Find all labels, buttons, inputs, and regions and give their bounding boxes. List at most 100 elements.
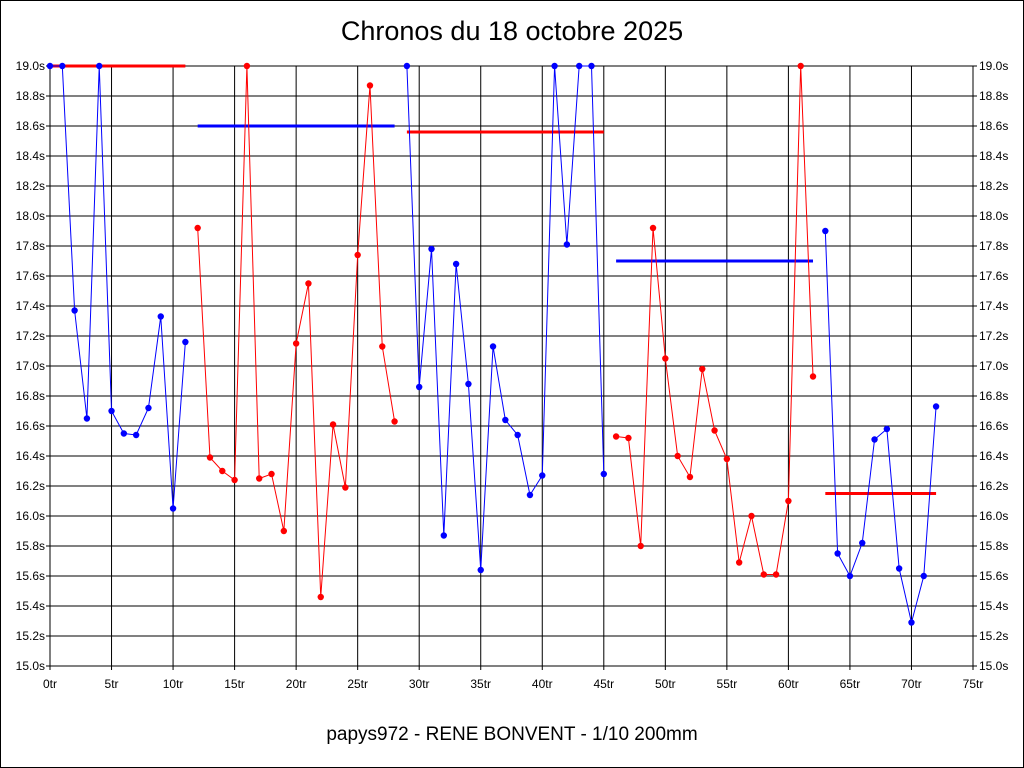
data-point <box>932 403 940 410</box>
data-point <box>822 227 829 235</box>
y-tick-label-right: 17.6s <box>979 269 1008 283</box>
y-tick-label-right: 15.0s <box>979 659 1008 673</box>
data-point <box>797 62 804 70</box>
data-point <box>859 539 866 547</box>
data-point <box>83 415 91 422</box>
x-tick-label: 75tr <box>963 677 984 691</box>
data-point <box>46 62 54 70</box>
data-point <box>391 418 398 425</box>
data-point <box>809 373 817 380</box>
data-point <box>563 241 571 248</box>
data-point <box>379 343 386 350</box>
data-point <box>354 251 361 259</box>
y-tick-label-right: 15.6s <box>979 569 1008 583</box>
data-point <box>785 497 792 505</box>
data-point <box>600 470 607 478</box>
data-point <box>908 619 915 626</box>
data-point <box>280 527 288 535</box>
data-point <box>477 566 484 574</box>
y-tick-label-right: 18.8s <box>979 89 1008 103</box>
data-point <box>686 473 694 481</box>
data-point <box>108 407 115 415</box>
data-point <box>440 532 448 539</box>
data-point <box>403 62 411 70</box>
y-tick-label-right: 16.0s <box>979 509 1008 523</box>
y-tick-label-right: 17.0s <box>979 359 1008 373</box>
data-point <box>231 476 238 484</box>
y-tick-label-left: 15.4s <box>16 599 45 613</box>
data-point <box>920 572 927 580</box>
y-tick-label-right: 16.4s <box>979 449 1008 463</box>
data-point <box>366 82 374 89</box>
data-point <box>206 454 214 461</box>
data-point <box>256 475 263 482</box>
data-point <box>539 472 546 479</box>
x-tick-label: 40tr <box>532 677 553 691</box>
data-point <box>834 550 841 557</box>
y-tick-label-left: 15.8s <box>16 539 45 553</box>
data-point <box>120 430 128 437</box>
x-tick-label: 50tr <box>655 677 676 691</box>
y-tick-label-left: 15.0s <box>16 659 45 673</box>
data-point <box>157 313 164 320</box>
data-point <box>625 434 632 442</box>
data-point <box>612 433 620 440</box>
data-point <box>883 425 891 433</box>
x-tick-label: 70tr <box>901 677 922 691</box>
y-tick-label-right: 16.8s <box>979 389 1008 403</box>
y-tick-label-left: 17.4s <box>16 299 45 313</box>
data-point <box>575 62 583 70</box>
data-point <box>317 593 324 601</box>
x-tick-label: 55tr <box>717 677 738 691</box>
y-tick-label-left: 16.0s <box>16 509 45 523</box>
series-line <box>50 65 186 509</box>
x-tick-label: 5tr <box>105 677 119 691</box>
y-tick-label-left: 17.6s <box>16 269 45 283</box>
data-point <box>588 62 595 70</box>
data-point <box>305 280 312 287</box>
data-point <box>243 62 251 70</box>
x-tick-label: 30tr <box>409 677 430 691</box>
y-tick-label-left: 18.8s <box>16 89 45 103</box>
x-tick-label: 10tr <box>163 677 184 691</box>
data-point <box>649 224 657 232</box>
data-point <box>71 307 78 314</box>
y-tick-label-right: 17.2s <box>979 329 1008 343</box>
y-tick-label-right: 16.6s <box>979 419 1008 433</box>
y-tick-label-right: 18.2s <box>979 179 1008 193</box>
data-point <box>182 338 189 346</box>
y-tick-label-right: 18.0s <box>979 209 1008 223</box>
y-tick-label-left: 16.6s <box>16 419 45 433</box>
y-tick-label-left: 18.4s <box>16 149 45 163</box>
y-tick-label-left: 17.2s <box>16 329 45 343</box>
y-tick-label-left: 15.2s <box>16 629 45 643</box>
y-tick-label-right: 17.8s <box>979 239 1008 253</box>
data-point <box>465 380 472 388</box>
data-point <box>846 572 854 580</box>
y-tick-label-left: 18.6s <box>16 119 45 133</box>
data-point <box>514 431 521 439</box>
data-point <box>219 467 226 475</box>
data-point <box>329 421 337 428</box>
y-tick-label-left: 18.0s <box>16 209 45 223</box>
plot-border <box>49 65 974 667</box>
x-tick-label: 60tr <box>778 677 799 691</box>
x-tick-label: 20tr <box>286 677 307 691</box>
y-tick-label-left: 18.2s <box>16 179 45 193</box>
y-tick-label-right: 16.2s <box>979 479 1008 493</box>
data-point <box>489 343 497 350</box>
y-tick-label-left: 16.8s <box>16 389 45 403</box>
data-point <box>132 431 140 439</box>
data-point <box>428 245 435 253</box>
data-point <box>895 565 903 572</box>
data-point <box>268 470 275 478</box>
data-point <box>723 455 731 463</box>
y-tick-label-right: 15.4s <box>979 599 1008 613</box>
y-tick-label-left: 16.4s <box>16 449 45 463</box>
data-point <box>699 365 706 373</box>
y-tick-label-left: 15.6s <box>16 569 45 583</box>
data-point <box>551 62 558 70</box>
chart-title: Chronos du 18 octobre 2025 <box>340 16 684 46</box>
data-point <box>96 62 103 70</box>
data-point <box>662 355 669 362</box>
